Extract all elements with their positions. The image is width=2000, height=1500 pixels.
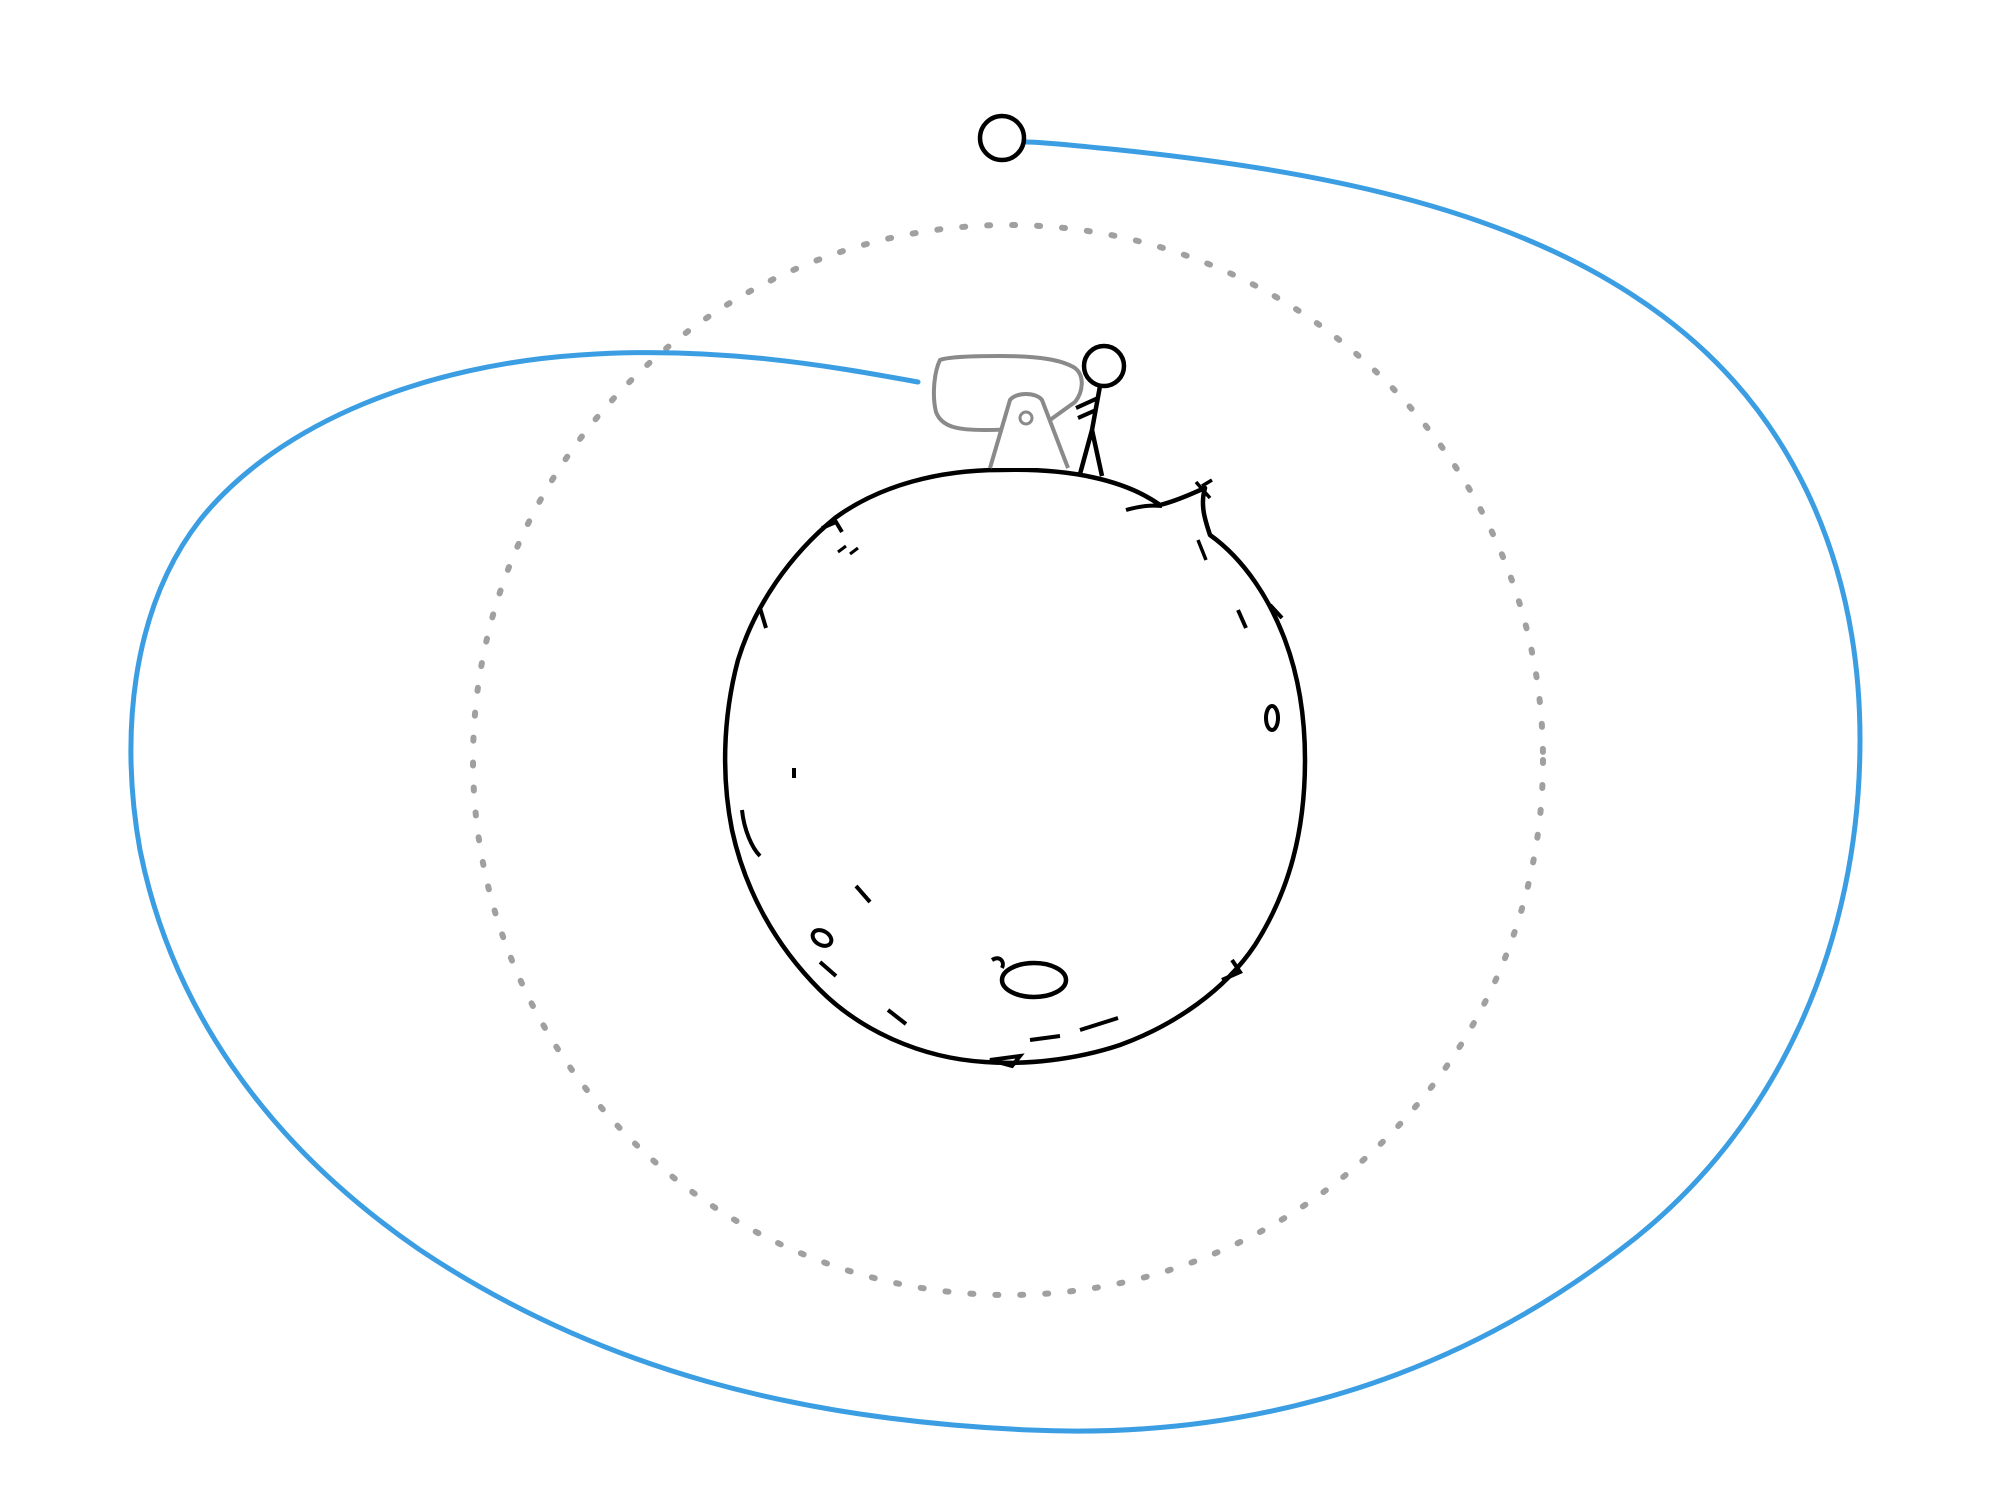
surface-mark bbox=[1268, 603, 1284, 620]
surface-mark bbox=[989, 1053, 1025, 1069]
blue-trajectory bbox=[128, 139, 1863, 1434]
surface-mark bbox=[886, 1008, 908, 1026]
stick-figure-head bbox=[1081, 343, 1127, 389]
projectile-ball bbox=[977, 113, 1027, 163]
stick-figure-legs bbox=[1077, 429, 1105, 477]
surface-mark bbox=[837, 544, 859, 556]
crater-mark bbox=[990, 956, 1005, 969]
cannon bbox=[931, 354, 1084, 469]
cannon-barrel bbox=[931, 354, 1084, 432]
surface-mark bbox=[758, 607, 768, 629]
surface-mark bbox=[1221, 958, 1243, 982]
surface-mark bbox=[1029, 1034, 1061, 1042]
surface-mark bbox=[1079, 1016, 1119, 1032]
cannon-mount bbox=[988, 392, 1070, 469]
surface-mark bbox=[740, 809, 762, 858]
surface-mark bbox=[821, 519, 844, 534]
crater-small-right bbox=[1264, 704, 1280, 732]
cannon-pivot bbox=[1018, 410, 1034, 426]
surface-mark bbox=[1236, 609, 1248, 629]
crater-large bbox=[999, 960, 1069, 1000]
stick-figure bbox=[1075, 343, 1127, 477]
surface-mark bbox=[1125, 503, 1163, 512]
surface-mark bbox=[1194, 478, 1213, 561]
surface-mark bbox=[818, 960, 838, 978]
crater-small-left bbox=[810, 928, 834, 948]
small-planet bbox=[722, 467, 1308, 1069]
stick-figure-body bbox=[1089, 385, 1103, 431]
stick-figure-arm bbox=[1075, 396, 1099, 420]
surface-mark bbox=[854, 884, 872, 904]
planet-outline bbox=[722, 467, 1308, 1066]
dashed-orbit bbox=[470, 222, 1546, 1298]
